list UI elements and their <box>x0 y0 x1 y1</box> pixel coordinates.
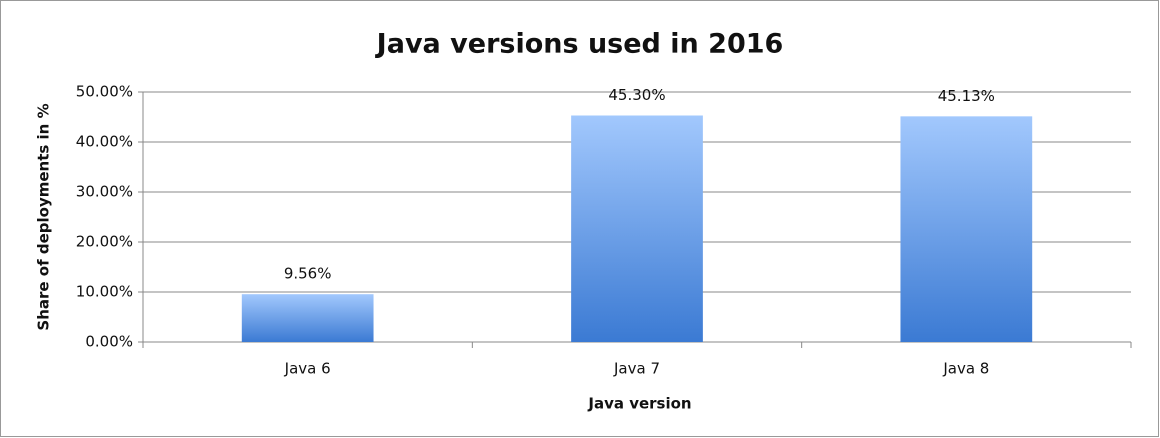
y-axis-title: Share of deployments in % <box>35 103 53 330</box>
bar <box>241 294 374 342</box>
data-label: 9.56% <box>284 265 332 283</box>
y-tick-label: 40.00% <box>76 133 133 151</box>
y-tick-label: 10.00% <box>76 283 133 301</box>
x-tick-label: Java 8 <box>942 360 989 378</box>
y-tick-label: 20.00% <box>76 233 133 251</box>
x-tick-label: Java 7 <box>613 360 660 378</box>
y-tick-label: 0.00% <box>85 333 133 351</box>
y-tick-label: 30.00% <box>76 183 133 201</box>
x-axis-title: Java version <box>587 395 691 413</box>
y-tick-label: 50.00% <box>76 83 133 101</box>
x-tick-label: Java 6 <box>284 360 331 378</box>
data-label: 45.30% <box>608 86 665 104</box>
chart-title: Java versions used in 2016 <box>375 29 784 60</box>
data-label: 45.13% <box>938 87 995 105</box>
bar <box>571 115 703 342</box>
bar <box>900 116 1033 342</box>
